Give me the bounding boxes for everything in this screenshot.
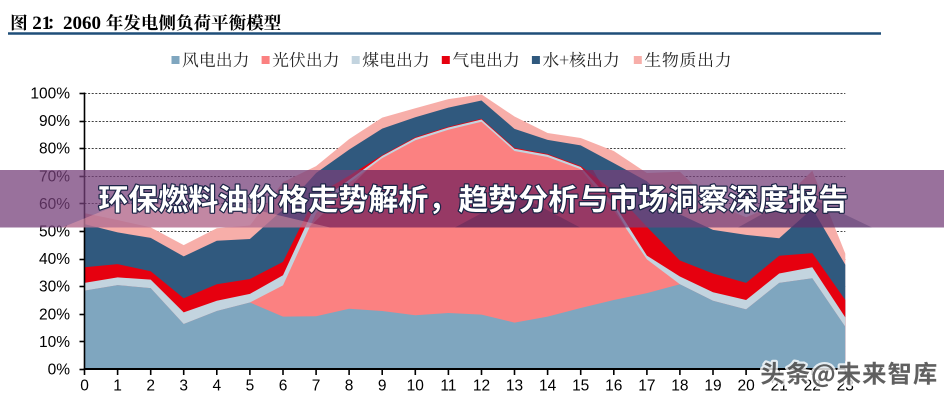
svg-text:0: 0 [80, 378, 89, 395]
svg-text:3: 3 [179, 378, 188, 395]
svg-text:80%: 80% [39, 141, 70, 158]
svg-text:30%: 30% [39, 279, 70, 296]
svg-text:18: 18 [671, 378, 688, 395]
svg-text:12: 12 [473, 378, 490, 395]
svg-text:7: 7 [312, 378, 321, 395]
svg-text:13: 13 [506, 378, 523, 395]
svg-text:2060: 2060 [63, 13, 101, 34]
svg-text:10%: 10% [39, 334, 70, 351]
svg-text:40%: 40% [39, 251, 70, 268]
svg-text:6: 6 [279, 378, 288, 395]
svg-text:50%: 50% [39, 224, 70, 241]
svg-text:100%: 100% [30, 86, 70, 103]
svg-text:8: 8 [345, 378, 354, 395]
svg-text:21: 21 [32, 13, 51, 34]
svg-text:4: 4 [212, 378, 221, 395]
svg-text:1: 1 [113, 378, 122, 395]
svg-text:2: 2 [146, 378, 155, 395]
svg-text:15: 15 [572, 378, 589, 395]
svg-text:16: 16 [605, 378, 622, 395]
svg-text:17: 17 [638, 378, 655, 395]
svg-text:0%: 0% [48, 362, 71, 379]
svg-text:20%: 20% [39, 306, 70, 323]
svg-text:9: 9 [378, 378, 387, 395]
svg-text:19: 19 [704, 378, 721, 395]
svg-text:5: 5 [246, 378, 255, 395]
svg-text:10: 10 [407, 378, 425, 395]
svg-text:11: 11 [440, 378, 456, 395]
svg-text:20: 20 [737, 378, 755, 395]
svg-text:90%: 90% [39, 113, 70, 130]
svg-text:14: 14 [539, 378, 557, 395]
